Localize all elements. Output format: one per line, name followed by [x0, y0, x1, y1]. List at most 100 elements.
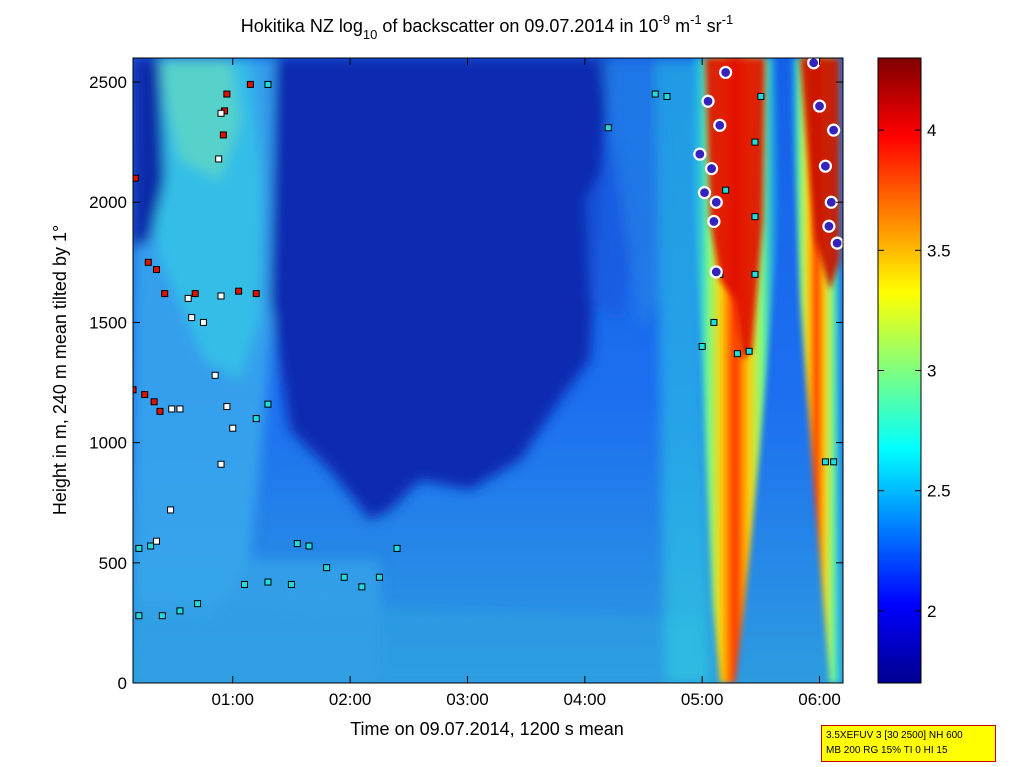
colorbar-ticks: 2 2.5 3 3.5 4: [878, 121, 951, 621]
marker-cloud-low: [147, 542, 155, 550]
x-tick-label: 02:00: [329, 690, 372, 709]
marker-cloud-low: [158, 612, 166, 620]
marker-cloud-mid: [184, 294, 192, 302]
marker-cloud-mid: [217, 460, 225, 468]
marker-cloud-low: [323, 564, 331, 572]
marker-cloud-low: [252, 415, 260, 423]
x-tick-label: 04:00: [564, 690, 607, 709]
marker-precipitation: [822, 219, 836, 233]
marker-cloud-low: [722, 186, 730, 194]
colorbar-tick-label: 3: [927, 362, 936, 381]
marker-cloud-low: [194, 600, 202, 608]
marker-cloud-high: [223, 90, 231, 98]
marker-cloud-low: [240, 580, 248, 588]
heatmap-layers: [133, 58, 700, 683]
y-tick-label: 1000: [89, 434, 127, 453]
marker-precipitation: [709, 265, 723, 279]
marker-precipitation: [704, 161, 719, 176]
colorbar-tick-label: 4: [927, 121, 936, 140]
lower-turquoise-band: [655, 60, 712, 683]
marker-cloud-low: [393, 544, 401, 552]
x-tick-label: 05:00: [681, 690, 724, 709]
marker-cloud-high: [235, 287, 243, 295]
marker-cloud-low: [745, 347, 753, 355]
marker-cloud-low: [176, 607, 184, 615]
marker-cloud-high: [141, 391, 149, 399]
marker-cloud-high: [152, 266, 160, 274]
marker-precipitation: [713, 118, 727, 132]
x-tick-label: 03:00: [446, 690, 489, 709]
marker-cloud-low: [821, 458, 829, 466]
marker-cloud-high: [133, 386, 137, 394]
marker-cloud-low: [358, 583, 366, 591]
marker-cloud-high: [252, 290, 260, 298]
marker-cloud-high: [150, 398, 158, 406]
y-tick-label: 2500: [89, 73, 127, 92]
marker-cloud-low: [293, 540, 301, 548]
aerosol-plume-core: [705, 58, 765, 360]
marker-precipitation: [824, 195, 838, 209]
marker-cloud-low: [710, 318, 718, 326]
x-axis-ticks: 01:00 02:00 03:00 04:00 05:00 06:00: [211, 58, 841, 709]
chart-title: Hokitika NZ log10 of backscatter on 09.0…: [241, 12, 733, 42]
marker-cloud-low: [264, 578, 272, 586]
marker-cloud-low: [751, 213, 759, 221]
plot-frame: [132, 57, 844, 684]
marker-cloud-mid: [229, 424, 237, 432]
marker-cloud-mid: [199, 318, 207, 326]
marker-cloud-low: [830, 458, 838, 466]
marker-cloud-mid: [211, 371, 219, 379]
marker-precipitation: [830, 236, 843, 250]
marker-cloud-low: [287, 580, 295, 588]
marker-cloud-low: [264, 400, 272, 408]
marker-cloud-low: [663, 92, 671, 100]
marker-precipitation: [807, 58, 821, 70]
marker-cloud-low: [757, 92, 765, 100]
colorbar-tick-label: 2: [927, 602, 936, 621]
y-tick-label: 0: [118, 674, 127, 693]
marker-cloud-mid: [176, 405, 184, 413]
colorbar-tick-label: 2.5: [927, 482, 951, 501]
x-tick-label: 01:00: [211, 690, 254, 709]
marker-cloud-low: [751, 138, 759, 146]
marker-precipitation: [701, 94, 715, 108]
marker-precipitation: [719, 65, 733, 80]
y-tick-label: 1500: [89, 313, 127, 332]
marker-cloud-mid: [152, 537, 160, 545]
info-line-1: 3.5XEFUV 3 [30 2500] NH 600: [826, 730, 963, 741]
marker-precipitation: [697, 186, 712, 200]
y-tick-label: 500: [99, 554, 127, 573]
marker-layer: [133, 58, 843, 620]
info-line-2: MB 200 RG 15% TI 0 HI 15: [826, 745, 948, 756]
y-axis-ticks: 0 500 1000 1500 2000 2500: [89, 73, 843, 693]
marker-cloud-mid: [168, 405, 176, 413]
marker-cloud-high: [219, 131, 227, 139]
heatmap-area: [133, 58, 843, 683]
marker-precipitation: [818, 159, 832, 173]
marker-cloud-high: [246, 80, 254, 88]
marker-precipitation: [827, 123, 841, 137]
colorbar-tick-label: 3.5: [927, 241, 951, 260]
marker-precipitation: [693, 147, 707, 161]
marker-precipitation: [812, 99, 827, 113]
info-box: 3.5XEFUV 3 [30 2500] NH 600 MB 200 RG 15…: [821, 725, 996, 762]
x-axis-label: Time on 09.07.2014, 1200 s mean: [350, 719, 624, 739]
marker-cloud-low: [733, 350, 741, 358]
marker-cloud-low: [698, 342, 706, 350]
marker-precipitation: [709, 195, 723, 209]
colorbar: [877, 57, 922, 684]
marker-cloud-high: [156, 407, 164, 415]
marker-cloud-high: [133, 174, 139, 182]
marker-precipitation: [707, 214, 721, 229]
marker-cloud-high: [161, 290, 169, 298]
marker-cloud-mid: [167, 506, 175, 514]
marker-cloud-mid: [223, 403, 231, 411]
marker-cloud-low: [604, 124, 612, 132]
marker-cloud-low: [375, 573, 383, 581]
marker-cloud-low: [651, 90, 659, 98]
marker-cloud-low: [340, 573, 348, 581]
marker-cloud-low: [135, 544, 143, 552]
marker-cloud-high: [144, 258, 152, 266]
marker-cloud-mid: [188, 314, 196, 322]
